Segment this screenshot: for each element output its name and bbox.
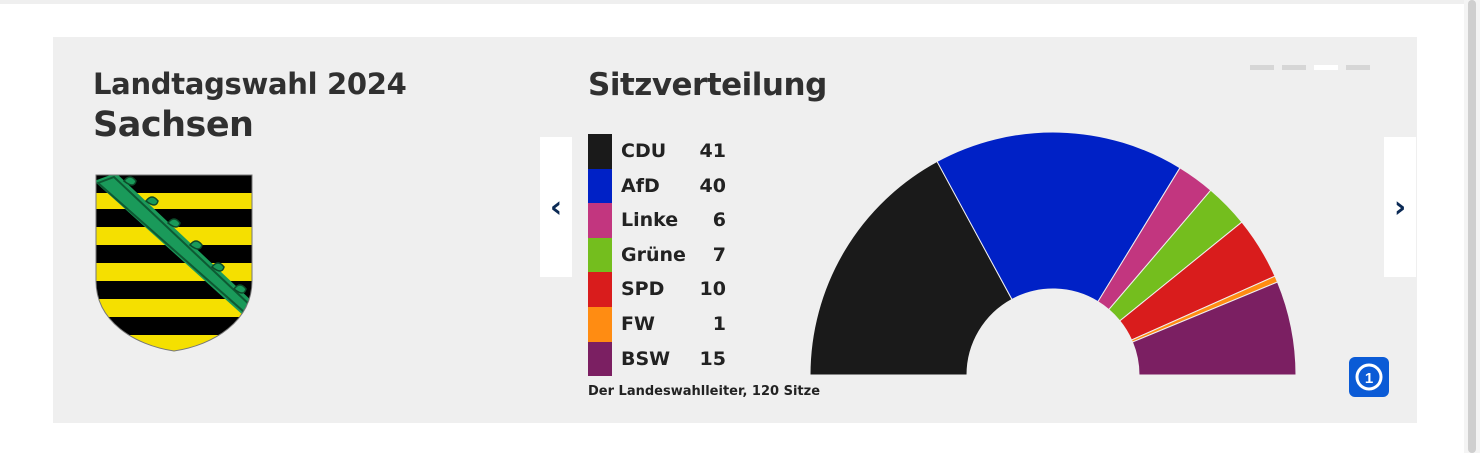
seat-segment-afd [936,131,1181,303]
legend-swatch [588,168,612,204]
legend-seat-count: 6 [712,209,726,232]
legend-party-name: BSW [621,347,671,370]
legend-swatch [588,272,612,307]
legend-seat-count: 7 [712,243,726,266]
election-kicker: Landtagswahl 2024 [93,67,407,101]
slide-dot[interactable] [1282,65,1306,70]
legend-seat-count: 10 [699,278,726,301]
legend-swatch [588,203,612,238]
slide-dot[interactable] [1314,65,1338,70]
legend-party-name: Grüne [621,243,686,266]
parliament-chart [809,131,1297,376]
state-name: Sachsen [93,105,254,145]
legend-seat-count: 40 [699,174,726,197]
tagesschau-logo-icon: 1 [1349,357,1389,397]
logo-text: 1 [1365,370,1373,387]
chart-title: Sitzverteilung [588,67,827,103]
chevron-right-icon: › [1393,189,1407,225]
legend-party-name: FW [621,312,655,335]
chart-source: Der Landeswahlleiter, 120 Sitze [588,384,821,399]
legend-swatch [588,134,612,169]
seat-segment-cdu [809,160,1013,376]
legend-party-name: CDU [621,140,667,162]
scrollbar-track[interactable] [1464,0,1480,453]
chevron-left-icon: ‹ [549,189,563,225]
saxony-coat-of-arms-icon [95,174,253,352]
election-panel: Landtagswahl 2024 Sachsen [53,37,1417,423]
legend-swatch [588,306,612,342]
legend-seat-count: 1 [712,312,726,335]
slide-indicator [1250,65,1370,70]
top-divider [0,0,1464,4]
scrollbar-thumb[interactable] [1468,0,1476,453]
legend-seat-count: 41 [699,140,726,162]
legend-swatch [588,341,612,377]
legend-party-name: Linke [621,209,679,232]
seat-segment-bsw [1131,281,1297,376]
legend-party-name: AfD [621,174,660,197]
slide-dot[interactable] [1250,65,1274,70]
next-slide-button[interactable]: › [1384,137,1416,277]
legend-party-name: SPD [621,278,665,301]
previous-slide-button[interactable]: ‹ [540,137,572,277]
legend-swatch [588,237,612,273]
legend-seat-count: 15 [699,347,726,370]
slide-dot[interactable] [1346,65,1370,70]
